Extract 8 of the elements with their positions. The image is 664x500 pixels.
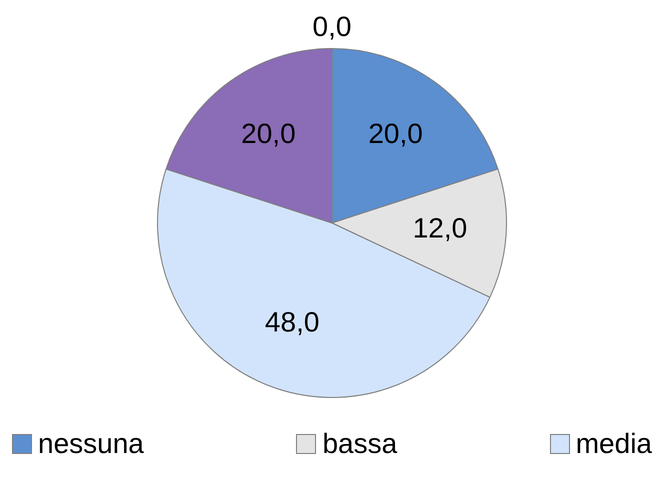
data-label: 12,0 bbox=[412, 212, 468, 244]
data-label: 48,0 bbox=[264, 306, 320, 338]
legend-label: bassa bbox=[322, 428, 398, 460]
data-label: 20,0 bbox=[368, 118, 423, 150]
text: 0,0 bbox=[312, 11, 352, 42]
legend-label: media bbox=[576, 428, 652, 460]
data-label: 20,0 bbox=[241, 118, 296, 150]
legend-label: nessuna bbox=[38, 428, 144, 460]
